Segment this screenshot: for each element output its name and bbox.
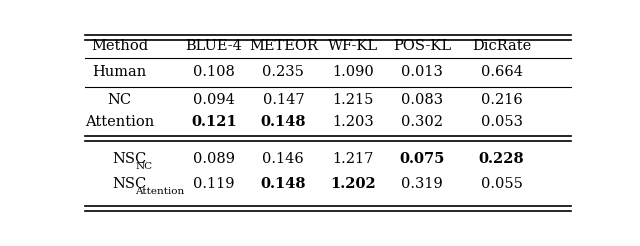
Text: 0.119: 0.119	[193, 177, 235, 190]
Text: 0.121: 0.121	[191, 115, 237, 129]
Text: 0.108: 0.108	[193, 65, 235, 79]
Text: 0.147: 0.147	[262, 93, 304, 107]
Text: NSC: NSC	[112, 152, 147, 166]
Text: NC: NC	[108, 93, 132, 107]
Text: 0.146: 0.146	[262, 152, 304, 166]
Text: Attention: Attention	[136, 187, 185, 196]
Text: NC: NC	[136, 162, 153, 171]
Text: 0.319: 0.319	[401, 177, 443, 190]
Text: Attention: Attention	[85, 115, 154, 129]
Text: 0.089: 0.089	[193, 152, 235, 166]
Text: 0.094: 0.094	[193, 93, 235, 107]
Text: 0.302: 0.302	[401, 115, 444, 129]
Text: 0.083: 0.083	[401, 93, 444, 107]
Text: 1.215: 1.215	[332, 93, 374, 107]
Text: 0.235: 0.235	[262, 65, 304, 79]
Text: 0.228: 0.228	[479, 152, 524, 166]
Text: 0.216: 0.216	[481, 93, 522, 107]
Text: 1.090: 1.090	[332, 65, 374, 79]
Text: 1.217: 1.217	[332, 152, 374, 166]
Text: 0.075: 0.075	[399, 152, 445, 166]
Text: 1.202: 1.202	[330, 177, 376, 190]
Text: POS-KL: POS-KL	[393, 39, 451, 53]
Text: 0.148: 0.148	[260, 177, 306, 190]
Text: DicRate: DicRate	[472, 39, 531, 53]
Text: 0.053: 0.053	[481, 115, 523, 129]
Text: NSC: NSC	[112, 177, 147, 190]
Text: Human: Human	[93, 65, 147, 79]
Text: 0.148: 0.148	[260, 115, 306, 129]
Text: BLUE-4: BLUE-4	[186, 39, 243, 53]
Text: WF-KL: WF-KL	[328, 39, 378, 53]
Text: 0.664: 0.664	[481, 65, 523, 79]
Text: Method: Method	[91, 39, 148, 53]
Text: 0.013: 0.013	[401, 65, 443, 79]
Text: 1.203: 1.203	[332, 115, 374, 129]
Text: 0.055: 0.055	[481, 177, 522, 190]
Text: METEOR: METEOR	[249, 39, 318, 53]
